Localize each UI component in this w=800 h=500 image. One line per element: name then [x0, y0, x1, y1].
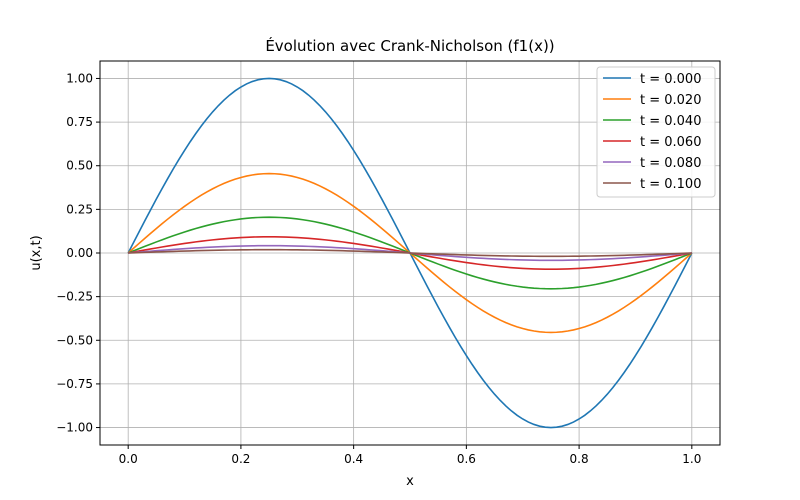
x-tick-label: 0.0: [119, 452, 138, 466]
y-tick-label: 0.00: [66, 246, 93, 260]
x-tick-label: 0.6: [457, 452, 476, 466]
x-tick-label: 0.4: [344, 452, 363, 466]
y-tick-label: 0.75: [66, 115, 93, 129]
y-tick-label: −0.25: [56, 290, 93, 304]
x-axis-ticks: 0.0 0.2 0.4 0.6 0.8 1.0: [119, 445, 701, 466]
legend-label: t = 0.000: [640, 72, 701, 87]
y-tick-label: 1.00: [66, 71, 93, 85]
x-tick-label: 0.2: [231, 452, 250, 466]
y-axis-ticks: 1.00 0.75 0.50 0.25 0.00 −0.25 −0.50 −0.75 −1.00: [56, 71, 100, 435]
series-line: [128, 248, 692, 258]
y-tick-label: −1.00: [56, 421, 93, 435]
chart-title: Évolution avec Crank-Nicholson (f1(x)): [265, 36, 554, 55]
legend: t = 0.000 t = 0.020 t = 0.040 t = 0.060 t = …: [596, 66, 716, 198]
x-tick-label: 0.8: [570, 452, 589, 466]
y-tick-label: 0.50: [66, 159, 93, 173]
series-lines: [127, 77, 693, 429]
x-tick-label: 1.0: [682, 452, 701, 466]
legend-label: t = 0.020: [640, 93, 701, 108]
y-tick-label: −0.50: [56, 333, 93, 347]
legend-label: t = 0.040: [640, 114, 701, 129]
legend-label: t = 0.060: [640, 135, 701, 150]
legend-label: t = 0.080: [640, 156, 701, 171]
legend-label: t = 0.100: [640, 177, 701, 192]
x-axis-label: x: [406, 474, 414, 489]
y-tick-label: −0.75: [56, 377, 93, 391]
y-tick-label: 0.25: [66, 202, 93, 216]
y-axis-label: u(x,t): [29, 235, 44, 270]
